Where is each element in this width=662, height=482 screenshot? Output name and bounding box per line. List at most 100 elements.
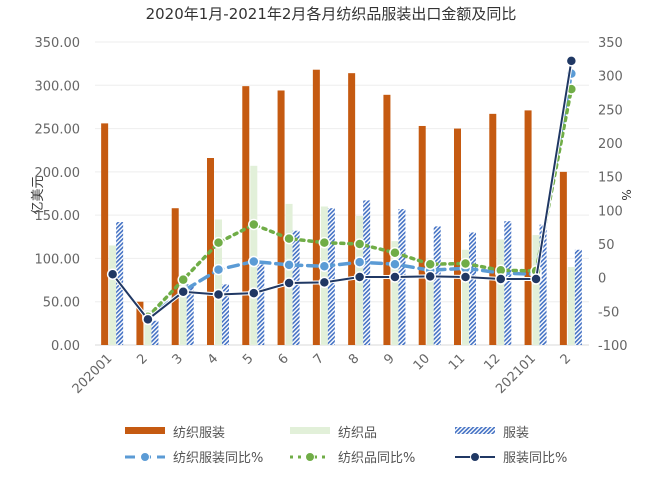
point-纺织品同比% xyxy=(459,257,472,270)
point-纺织服装同比% xyxy=(248,255,260,268)
y2-tick-label: 350 xyxy=(598,36,623,51)
point-纺织品同比% xyxy=(318,236,331,249)
bar-纺织品 xyxy=(215,219,222,345)
bar-纺织服装 xyxy=(418,125,426,345)
y2-tick-label: 50 xyxy=(598,238,615,253)
bar-纺织服装 xyxy=(348,73,356,345)
x-tick-label: 9 xyxy=(381,351,397,367)
point-纺织服装同比% xyxy=(353,256,366,268)
point-纺织服装同比% xyxy=(212,263,225,276)
x-tick-label: 4 xyxy=(205,351,221,367)
x-tick-label: 5 xyxy=(240,351,256,367)
svg-text:纺织服装: 纺织服装 xyxy=(173,426,225,441)
y2-tick-label: 100 xyxy=(598,204,623,219)
bar-纺织品 xyxy=(109,245,117,345)
y-tick-label: 200.00 xyxy=(35,166,81,181)
bar-纺织品 xyxy=(391,241,399,345)
y2-tick-label: 200 xyxy=(598,137,623,152)
point-纺织品同比% xyxy=(177,273,189,286)
bar-服装 xyxy=(151,320,159,345)
bar-服装 xyxy=(504,221,512,345)
point-纺织服装同比% xyxy=(318,260,331,272)
bar-纺织品 xyxy=(567,267,575,345)
x-tick-label: 10 xyxy=(411,351,433,373)
point-服装同比% xyxy=(530,273,542,285)
bar-纺织服装 xyxy=(312,69,320,346)
bar-服装 xyxy=(327,208,335,345)
chart-title: 2020年1月-2021年2月各月纺织品服装出口金额及同比 xyxy=(146,5,517,23)
y-tick-label: 250.00 xyxy=(35,123,81,138)
svg-text:服装: 服装 xyxy=(503,426,529,441)
bar-纺织品 xyxy=(426,258,434,345)
point-服装同比% xyxy=(495,273,507,285)
bar-纺织服装 xyxy=(559,171,567,345)
y2-tick-label: 0 xyxy=(598,272,606,287)
bar-纺织品 xyxy=(285,203,293,345)
svg-text:纺织品同比%: 纺织品同比% xyxy=(338,451,415,466)
bar-纺织品 xyxy=(144,310,152,345)
x-tick-label: 12 xyxy=(481,351,503,373)
point-纺织服装同比% xyxy=(389,258,401,270)
point-纺织品同比% xyxy=(424,258,436,270)
bar-纺织服装 xyxy=(171,208,179,345)
y-tick-label: 100.00 xyxy=(35,252,81,267)
point-纺织品同比% xyxy=(212,236,225,249)
point-服装同比% xyxy=(424,270,436,283)
point-服装同比% xyxy=(389,271,401,283)
point-服装同比% xyxy=(177,286,189,298)
point-服装同比% xyxy=(318,276,331,289)
bar-服装 xyxy=(469,232,476,345)
bar-纺织服装 xyxy=(454,128,461,345)
point-纺织品同比% xyxy=(353,238,366,250)
legend-item: 服装同比% xyxy=(455,451,567,466)
bar-纺织服装 xyxy=(524,110,532,346)
bar-服装 xyxy=(222,284,229,345)
bar-纺织品 xyxy=(462,249,469,345)
point-服装同比% xyxy=(283,277,295,289)
y2-tick-label: -50 xyxy=(598,305,619,320)
y-axis-label: 亿美元 xyxy=(31,175,46,214)
bar-服装 xyxy=(363,200,371,345)
point-纺织品同比% xyxy=(389,247,401,259)
y-tick-label: 50.00 xyxy=(43,296,80,311)
legend-item: 纺织服装 xyxy=(125,426,225,441)
point-纺织品同比% xyxy=(248,218,260,231)
legend-item: 服装 xyxy=(455,426,529,441)
y2-axis-label: % xyxy=(619,189,633,200)
point-服装同比% xyxy=(353,271,366,283)
y2-tick-label: 250 xyxy=(598,103,623,118)
bar-纺织服装 xyxy=(136,301,144,345)
bar-服装 xyxy=(292,230,300,345)
bar-纺织品 xyxy=(532,235,540,345)
point-纺织服装同比% xyxy=(283,259,295,271)
legend-item: 纺织服装同比% xyxy=(125,451,263,466)
svg-text:服装同比%: 服装同比% xyxy=(503,451,567,466)
bar-服装 xyxy=(574,249,582,345)
point-服装同比% xyxy=(248,287,260,299)
y2-tick-label: 150 xyxy=(598,171,623,186)
bar-纺织品 xyxy=(250,165,258,345)
bar-服装 xyxy=(257,264,265,345)
bar-纺织服装 xyxy=(383,94,391,346)
point-服装同比% xyxy=(459,271,472,283)
y2-tick-label: 300 xyxy=(598,70,623,85)
x-tick-label: 6 xyxy=(275,351,291,367)
bar-服装 xyxy=(433,226,441,345)
bar-纺织服装 xyxy=(242,86,250,345)
bar-纺织服装 xyxy=(489,113,497,346)
x-tick-label: 202101 xyxy=(493,351,539,397)
x-tick-label: 8 xyxy=(346,351,362,367)
bar-纺织品 xyxy=(179,284,187,345)
x-tick-label: 2 xyxy=(558,351,574,367)
svg-text:纺织服装同比%: 纺织服装同比% xyxy=(173,451,263,466)
x-tick-label: 2 xyxy=(134,351,150,367)
legend-item: 纺织品 xyxy=(290,426,377,441)
x-tick-label: 11 xyxy=(446,351,468,373)
y-tick-label: 0.00 xyxy=(51,339,80,354)
point-纺织品同比% xyxy=(283,232,295,245)
bar-纺织服装 xyxy=(277,90,285,345)
y2-tick-label: -100 xyxy=(598,339,628,354)
y-tick-label: 300.00 xyxy=(35,79,81,94)
